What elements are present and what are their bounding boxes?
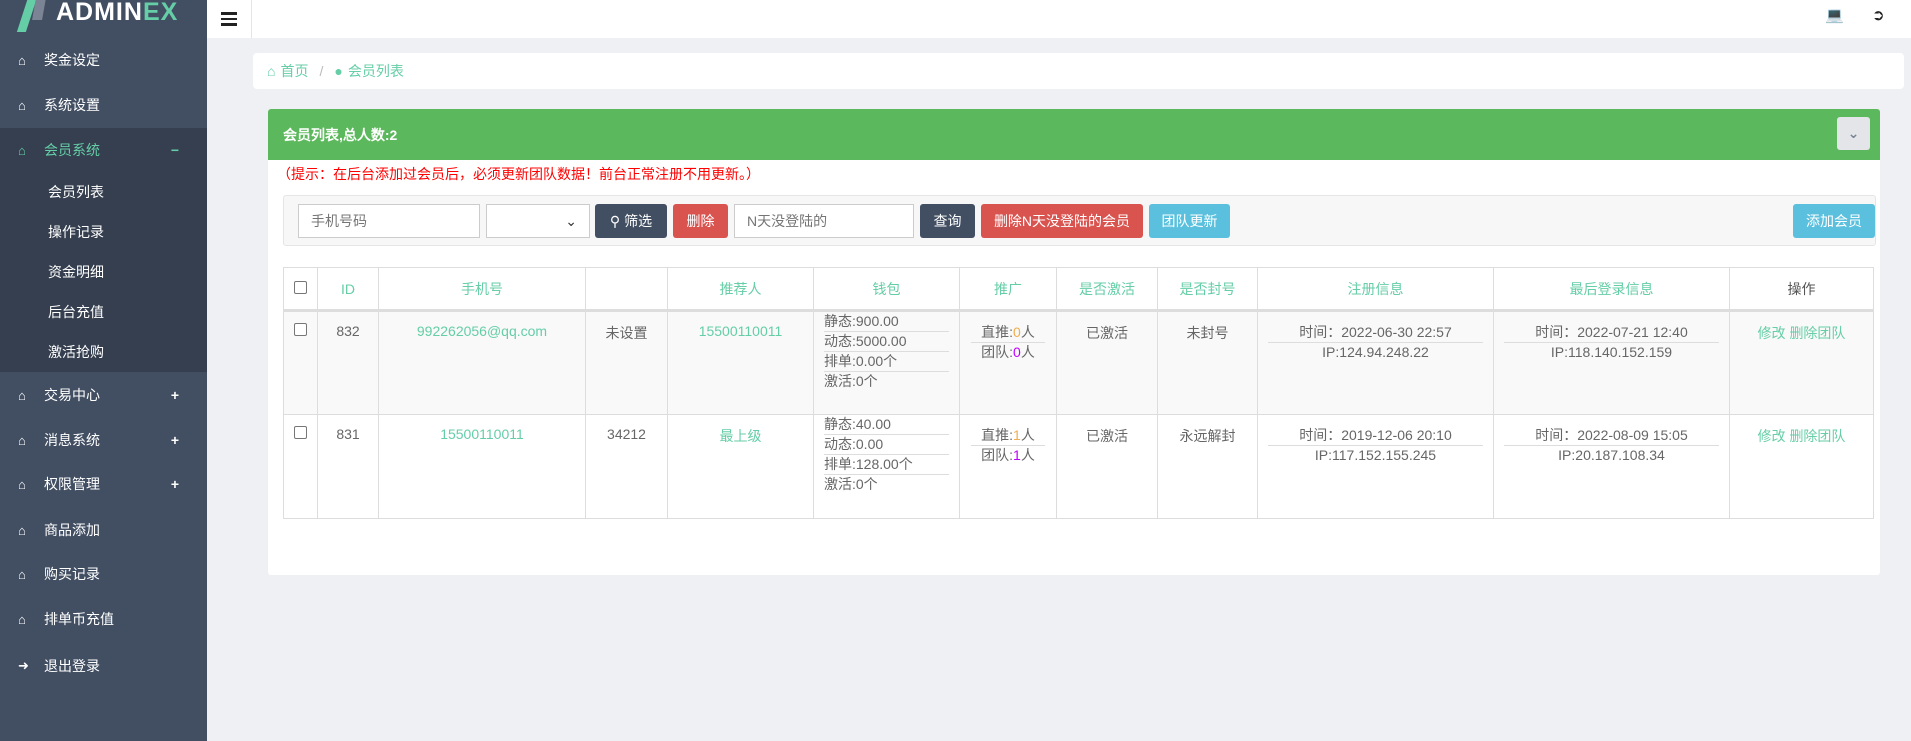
menu-toggle-icon[interactable]: [207, 0, 252, 38]
breadcrumb-current: 会员列表: [347, 63, 404, 79]
home-icon: ⌂: [18, 97, 26, 113]
delete-team-link[interactable]: 删除团队: [1789, 325, 1846, 341]
col-registration: 注册信息: [1257, 267, 1494, 312]
sidebar-subitem-member-list[interactable]: 会员列表: [48, 184, 104, 200]
search-icon: ⚲: [609, 212, 621, 229]
laptop-icon[interactable]: 💻: [1825, 7, 1844, 24]
sidebar-item-permissions[interactable]: ⌂ 权限管理 +: [18, 476, 179, 492]
wallet-cell: 静态:40.00 动态:0.00 排单:128.00个 激活:0个: [813, 414, 960, 519]
query-button[interactable]: 查询: [920, 204, 975, 238]
breadcrumb: ⌂ 首页 / ● 会员列表: [253, 53, 1904, 89]
delete-button[interactable]: 删除: [673, 204, 728, 238]
days-input[interactable]: [734, 204, 914, 238]
home-icon: ⌂: [18, 566, 26, 582]
select-all-checkbox[interactable]: [294, 280, 307, 294]
home-icon: ⌂: [18, 476, 26, 492]
member-table: ID 手机号 推荐人 钱包 推广 是否激活 是否封号 注册信息 最后登录信息 操…: [283, 267, 1874, 519]
home-icon: ⌂: [18, 432, 26, 448]
team-update-button[interactable]: 团队更新: [1149, 204, 1230, 238]
breadcrumb-home[interactable]: 首页: [280, 63, 309, 79]
user-icon: ●: [334, 63, 343, 79]
expand-toggle[interactable]: +: [170, 387, 179, 403]
delete-team-link[interactable]: 删除团队: [1789, 428, 1846, 444]
table-header: ID 手机号 推荐人 钱包 推广 是否激活 是否封号 注册信息 最后登录信息 操…: [283, 267, 1874, 312]
expand-toggle[interactable]: +: [170, 432, 179, 448]
row-checkbox[interactable]: [294, 323, 307, 336]
sidebar-item-bonus[interactable]: ⌂ 奖金设定: [18, 52, 100, 68]
sidebar-item-trade[interactable]: ⌂ 交易中心 +: [18, 387, 179, 403]
hint-text: （提示：在后台添加过会员后，必须更新团队数据！前台正常注册不用更新。）: [277, 166, 760, 182]
edit-link[interactable]: 修改: [1757, 325, 1786, 341]
home-icon: ⌂: [18, 611, 26, 627]
sidebar-subitem-recharge[interactable]: 后台充值: [48, 304, 104, 320]
col-banned: 是否封号: [1157, 267, 1258, 312]
sign-in-icon: ➜: [18, 658, 29, 673]
col-phone: 手机号: [378, 267, 586, 312]
home-icon: ⌂: [18, 522, 26, 538]
chevron-down-icon: ⌄: [565, 212, 577, 229]
logo[interactable]: ADMINEX: [18, 0, 178, 32]
home-icon: ⌂: [18, 52, 26, 68]
sidebar-subitem-activate[interactable]: 激活抢购: [48, 344, 104, 360]
sidebar-item-system[interactable]: ⌂ 系统设置: [18, 97, 100, 113]
home-icon: ⌂: [267, 63, 276, 79]
wallet-cell: 静态:900.00 动态:5000.00 排单:0.00个 激活:0个: [813, 310, 960, 415]
phone-search-input[interactable]: [298, 204, 480, 238]
sidebar-subitem-operation-log[interactable]: 操作记录: [48, 224, 104, 240]
active-section-bg: [0, 128, 207, 372]
col-activated: 是否激活: [1056, 267, 1158, 312]
add-member-button[interactable]: 添加会员: [1793, 204, 1875, 238]
member-list-panel: 会员列表,总人数:2 ⌄ （提示：在后台添加过会员后，必须更新团队数据！前台正常…: [268, 109, 1880, 575]
sidebar-subitem-funds[interactable]: 资金明细: [48, 264, 104, 280]
expand-toggle[interactable]: +: [170, 476, 179, 492]
panel-title: 会员列表,总人数:2: [283, 126, 398, 143]
col-promotion: 推广: [959, 267, 1057, 312]
col-name: [585, 267, 668, 312]
collapse-toggle[interactable]: −: [170, 142, 179, 158]
col-referrer: 推荐人: [667, 267, 814, 312]
home-icon: ⌂: [18, 142, 26, 158]
filter-bar: ⌄ ⚲筛选 删除 查询 删除N天没登陆的会员 团队更新 添加会员: [283, 195, 1876, 246]
sidebar-item-members[interactable]: ⌂ 会员系统 −: [18, 142, 179, 158]
sign-out-icon[interactable]: ➲: [1872, 7, 1885, 24]
row-checkbox[interactable]: [294, 426, 307, 439]
edit-link[interactable]: 修改: [1757, 428, 1786, 444]
filter-select[interactable]: ⌄: [486, 204, 590, 238]
sidebar-item-logout[interactable]: ➜ 退出登录: [18, 658, 100, 674]
sidebar-item-purchases[interactable]: ⌂ 购买记录: [18, 566, 100, 582]
table-row: 831 15500110011 34212 最上级 静态:40.00 动态:0.0…: [283, 414, 1874, 519]
sidebar-item-coin-recharge[interactable]: ⌂ 排单币充值: [18, 611, 114, 627]
table-row: 832 992262056@qq.com 未设置 15500110011 静态:…: [283, 310, 1874, 415]
col-id: ID: [317, 267, 379, 312]
col-actions: 操作: [1729, 267, 1874, 312]
sidebar-item-messages[interactable]: ⌂ 消息系统 +: [18, 432, 179, 448]
logo-mark-icon: [18, 0, 46, 32]
chevron-down-icon[interactable]: ⌄: [1837, 117, 1870, 150]
sidebar: ADMINEX ⌂ 奖金设定 ⌂ 系统设置 ⌂ 会员系统 − 会员列表 操作记录 资金明…: [0, 0, 207, 741]
col-wallet: 钱包: [813, 267, 960, 312]
col-last-login: 最后登录信息: [1493, 267, 1730, 312]
home-icon: ⌂: [18, 387, 26, 403]
filter-button[interactable]: ⚲ 筛选: [595, 204, 667, 238]
sidebar-item-add-product[interactable]: ⌂ 商品添加: [18, 522, 100, 538]
delete-inactive-button[interactable]: 删除N天没登陆的会员: [981, 204, 1143, 238]
top-bar: 💻 ➲: [207, 0, 1911, 38]
